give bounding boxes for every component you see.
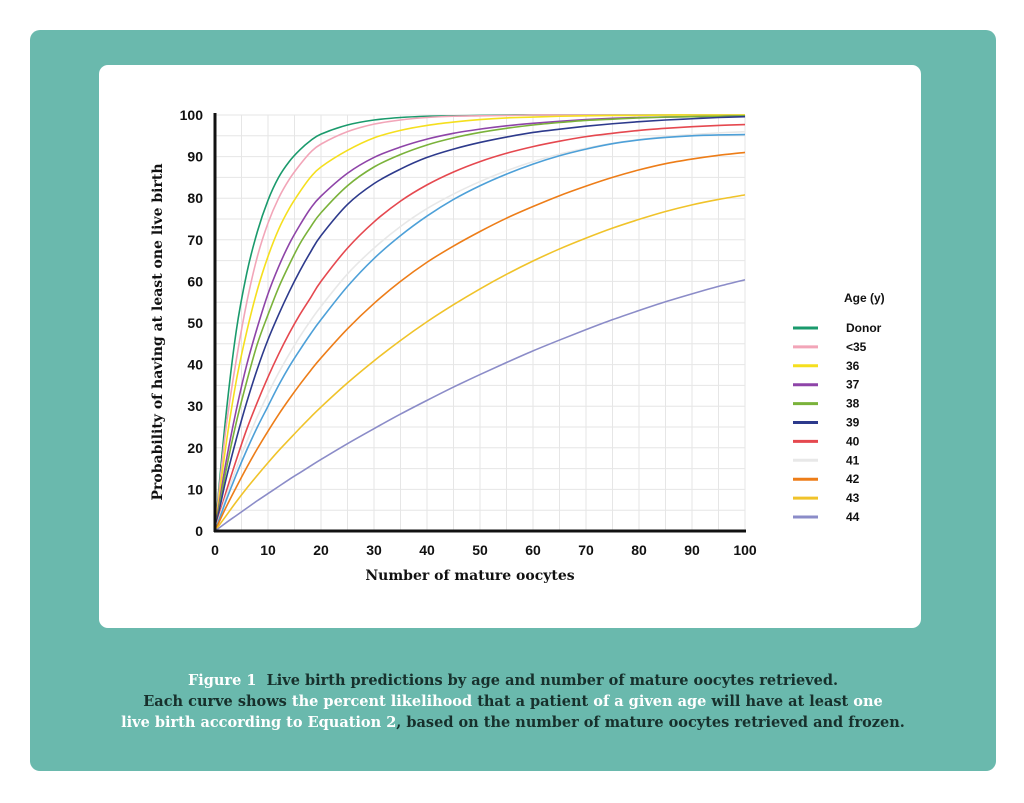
legend-label: 39 [846, 416, 860, 430]
series-lines [214, 114, 746, 532]
series-line [214, 115, 746, 532]
legend-label: 40 [846, 434, 860, 448]
y-tick-label: 50 [187, 315, 203, 331]
caption-title: Live birth predictions by age and number… [266, 672, 839, 689]
series-line [214, 123, 746, 532]
caption-highlight: one [853, 693, 883, 710]
series-line [214, 278, 746, 532]
y-tick-label: 80 [187, 190, 203, 206]
caption-text: Each curve shows [143, 693, 287, 710]
y-tick-label: 10 [187, 481, 203, 497]
legend-label: <35 [846, 340, 867, 354]
caption-line-2: Each curve shows the percent likelihood … [30, 691, 996, 712]
caption-line-3: live birth according to Equation 2, base… [30, 712, 996, 733]
tick-labels: 0 10 20 30 40 50 60 70 80 90 100 0 10 20 30 40 50 60 70 80 9… [180, 107, 757, 558]
x-tick-label: 0 [211, 542, 219, 558]
x-tick-label: 20 [313, 542, 329, 558]
caption-text: that a patient [477, 693, 589, 710]
caption-text: , based on the number of mature oocytes … [396, 714, 905, 731]
chart-card [99, 65, 921, 628]
x-tick-label: 100 [733, 542, 757, 558]
axes [213, 113, 746, 533]
series-line [214, 114, 745, 532]
caption-highlight: the percent likelihood [291, 693, 473, 710]
legend-label: 36 [846, 359, 860, 373]
y-tick-label: 0 [195, 523, 203, 539]
series-line [214, 115, 746, 532]
legend: Donor <35 36 37 38 39 40 41 42 43 44 [793, 321, 882, 524]
x-tick-label: 70 [578, 542, 594, 558]
legend-label: 41 [846, 453, 860, 467]
caption-figure-number: Figure 1 [187, 672, 257, 689]
series-line [214, 151, 746, 532]
x-tick-label: 40 [419, 542, 435, 558]
x-tick-label: 90 [684, 542, 700, 558]
caption-text: will have at least [711, 693, 849, 710]
x-tick-label: 10 [260, 542, 276, 558]
x-axis-title: Number of mature oocytes [365, 568, 574, 584]
y-tick-label: 90 [187, 149, 203, 165]
y-tick-label: 60 [187, 273, 203, 289]
legend-label: 43 [846, 491, 860, 505]
x-tick-label: 30 [366, 542, 382, 558]
legend-label: 42 [846, 472, 860, 486]
legend-label: 37 [846, 378, 860, 392]
y-tick-label: 30 [187, 398, 203, 414]
caption-line-1: Figure 1 Live birth predictions by age a… [30, 670, 996, 691]
x-tick-label: 50 [472, 542, 488, 558]
y-tick-label: 70 [187, 232, 203, 248]
caption-highlight: of a given age [593, 693, 707, 710]
series-line [214, 133, 746, 532]
legend-title: Age (y) [844, 291, 885, 305]
legend-label: Donor [846, 321, 882, 335]
grid [215, 114, 746, 531]
legend-label: 44 [846, 510, 860, 524]
series-line [214, 194, 746, 532]
x-tick-label: 60 [525, 542, 541, 558]
y-tick-label: 100 [180, 107, 204, 123]
legend-label: 38 [846, 397, 860, 411]
y-tick-label: 40 [187, 357, 203, 373]
y-tick-label: 20 [187, 440, 203, 456]
figure-caption: Figure 1 Live birth predictions by age a… [30, 670, 996, 733]
caption-highlight: live birth according to Equation 2 [121, 714, 397, 731]
x-tick-label: 80 [631, 542, 647, 558]
y-axis-title: Probability of having at least one live … [150, 163, 166, 500]
